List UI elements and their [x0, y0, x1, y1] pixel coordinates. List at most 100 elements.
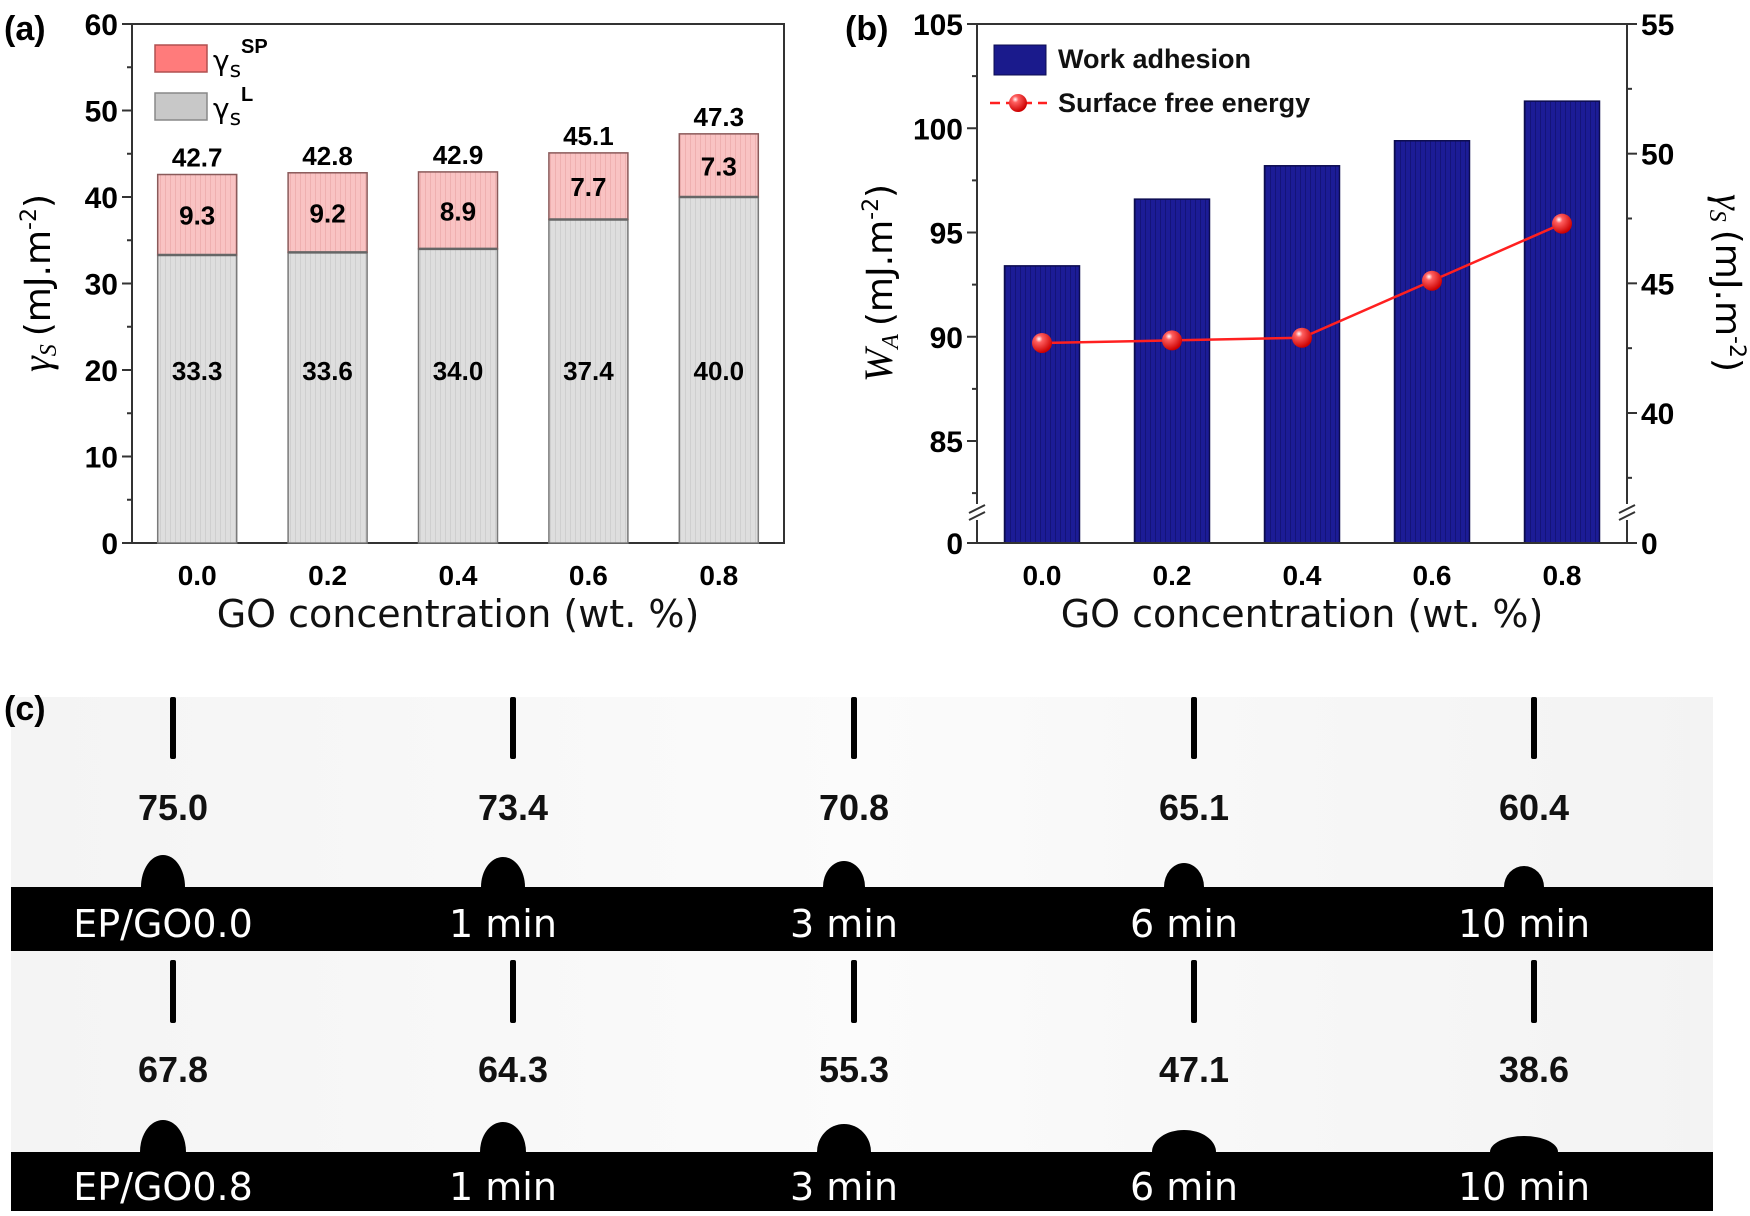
- bar-label-gamma-sp: 7.3: [701, 151, 737, 181]
- panel-a-chart: (a) 0 10 20 30 40 50 60 33.3 9.3 42.7 33.6 9.2 42.8…: [4, 9, 785, 636]
- contact-angle-value: 70.8: [819, 787, 889, 828]
- water-droplet: [1152, 1130, 1216, 1174]
- legend-swatch-work-adhesion: [993, 44, 1047, 76]
- panel-a-ylabel: γS(mJ.m-2): [14, 194, 62, 372]
- panel-a-label: (a): [4, 10, 46, 48]
- panel-b-chart: (b) 0 85 90 95 100 105 0 40 45 50 55 0.0 0.2 0.4 0.6…: [845, 9, 1750, 636]
- image-label: 1 min: [449, 902, 557, 946]
- legend-swatch-l: [154, 92, 208, 121]
- y-tick-label: 40: [85, 182, 118, 215]
- needle: [510, 697, 516, 759]
- image-label: 6 min: [1130, 1165, 1238, 1209]
- contact-angle-value: 38.6: [1499, 1049, 1569, 1090]
- y-right-tick-label: 0: [1641, 528, 1658, 561]
- bar-label-gamma-sp: 9.3: [179, 201, 215, 231]
- needle: [1191, 697, 1197, 759]
- image-label: 10 min: [1458, 1165, 1590, 1209]
- legend-label-sp: γsSP: [213, 36, 268, 83]
- point-surface-free-energy: [1422, 270, 1442, 291]
- water-droplet: [1490, 1136, 1558, 1168]
- needle: [170, 960, 176, 1023]
- y-tick-label: 50: [85, 96, 118, 129]
- legend-marker-surface-free-energy: [1009, 94, 1027, 112]
- bar-label-gamma-sp: 9.2: [310, 199, 346, 229]
- needle: [510, 960, 516, 1023]
- contact-angle-value: 73.4: [478, 787, 548, 828]
- contact-angle-value: 65.1: [1159, 787, 1229, 828]
- x-tick-label: 0.8: [1543, 560, 1582, 591]
- water-droplet: [140, 1120, 186, 1184]
- y-left-tick-label: 85: [930, 426, 963, 459]
- water-droplet: [817, 1124, 871, 1180]
- point-surface-free-energy: [1032, 332, 1052, 353]
- bar-gamma-sp: [156, 173, 238, 256]
- x-tick-label: 0.2: [308, 560, 347, 591]
- y-right-tick-label: 55: [1641, 9, 1674, 42]
- panel-c-background: [11, 697, 1713, 1211]
- image-label: 3 min: [790, 902, 898, 946]
- bar-work-adhesion: [1003, 265, 1081, 544]
- axis-break-right: [1618, 504, 1636, 521]
- contact-angle-cell: 55.3 3 min: [790, 960, 898, 1209]
- y-left-tick-label: 90: [930, 322, 963, 355]
- x-tick-label: 0.0: [178, 560, 217, 591]
- image-label: 3 min: [790, 1165, 898, 1209]
- bar-label-gamma-l: 37.4: [563, 356, 614, 386]
- y-left-tick-label: 95: [930, 218, 963, 251]
- contact-angle-cell: 64.3 1 min: [449, 960, 557, 1209]
- bar-label-gamma-l: 34.0: [433, 356, 484, 386]
- x-tick-label: 0.6: [1413, 560, 1452, 591]
- image-label: 1 min: [449, 1165, 557, 1209]
- needle: [170, 697, 176, 759]
- bar-gamma-sp: [417, 171, 499, 250]
- y-tick-label: 60: [85, 9, 118, 42]
- contact-angle-cell: 73.4 1 min: [449, 697, 557, 946]
- panel-b-ylabel-right: γS(mJ.m-2): [1704, 194, 1750, 372]
- contact-angle-cell: 65.1 6 min: [1130, 697, 1238, 946]
- bar-label-gamma-l: 33.6: [302, 356, 353, 386]
- bar-gamma-sp: [287, 172, 368, 254]
- legend-label-l: γsL: [213, 84, 253, 131]
- y-tick-label: 10: [85, 442, 118, 475]
- y-right-tick-label: 45: [1641, 268, 1674, 301]
- y-tick-label: 30: [85, 269, 118, 302]
- y-tick-label: 0: [101, 528, 118, 561]
- contact-angle-value: 64.3: [478, 1049, 548, 1090]
- panel-a-xlabel: GO concentration (wt. %): [217, 592, 700, 636]
- contact-angle-row: 67.8 EP/GO0.8 64.3 1 min 55.3 3 min 47.1 6 min 3…: [11, 960, 1713, 1211]
- panel-c-contact-angle-images: (c) 75.0 EP/GO0.0 73.4 1 min 70.8 3 min 65.1 6 …: [4, 690, 1713, 1211]
- bar-label-gamma-l: 33.3: [172, 356, 223, 386]
- bar-gamma-l: [287, 251, 368, 544]
- bar-gamma-l: [417, 248, 499, 544]
- image-label: EP/GO0.8: [73, 1165, 253, 1209]
- panel-c-label: (c): [4, 690, 46, 728]
- contact-angle-value: 67.8: [138, 1049, 208, 1090]
- bar-total-label: 42.8: [302, 141, 353, 171]
- contact-angle-cell: 38.6 10 min: [1458, 960, 1590, 1209]
- x-tick-label: 0.8: [699, 560, 738, 591]
- y-left-tick-label: 105: [913, 9, 963, 42]
- contact-angle-cell: 70.8 3 min: [790, 697, 898, 946]
- contact-angle-cell: 75.0 EP/GO0.0: [73, 697, 253, 946]
- contact-angle-value: 60.4: [1499, 787, 1569, 828]
- point-surface-free-energy: [1162, 330, 1182, 351]
- bar-gamma-l: [678, 196, 760, 544]
- y-tick-label: 20: [85, 355, 118, 388]
- image-label: 10 min: [1458, 902, 1590, 946]
- bar-label-gamma-sp: 7.7: [570, 172, 606, 202]
- needle: [851, 697, 857, 759]
- bar-gamma-l: [548, 218, 629, 544]
- contact-angle-cell: 47.1 6 min: [1130, 960, 1238, 1209]
- contact-angle-cell: 67.8 EP/GO0.8: [73, 960, 253, 1209]
- bar-label-gamma-sp: 8.9: [440, 196, 476, 226]
- y-left-tick-label: 100: [913, 113, 963, 146]
- point-surface-free-energy: [1292, 327, 1312, 348]
- image-label: EP/GO0.0: [73, 902, 253, 946]
- needle: [1531, 697, 1537, 759]
- bar-work-adhesion: [1523, 100, 1601, 544]
- contact-angle-value: 55.3: [819, 1049, 889, 1090]
- water-droplet: [1164, 863, 1204, 911]
- point-surface-free-energy: [1552, 213, 1572, 234]
